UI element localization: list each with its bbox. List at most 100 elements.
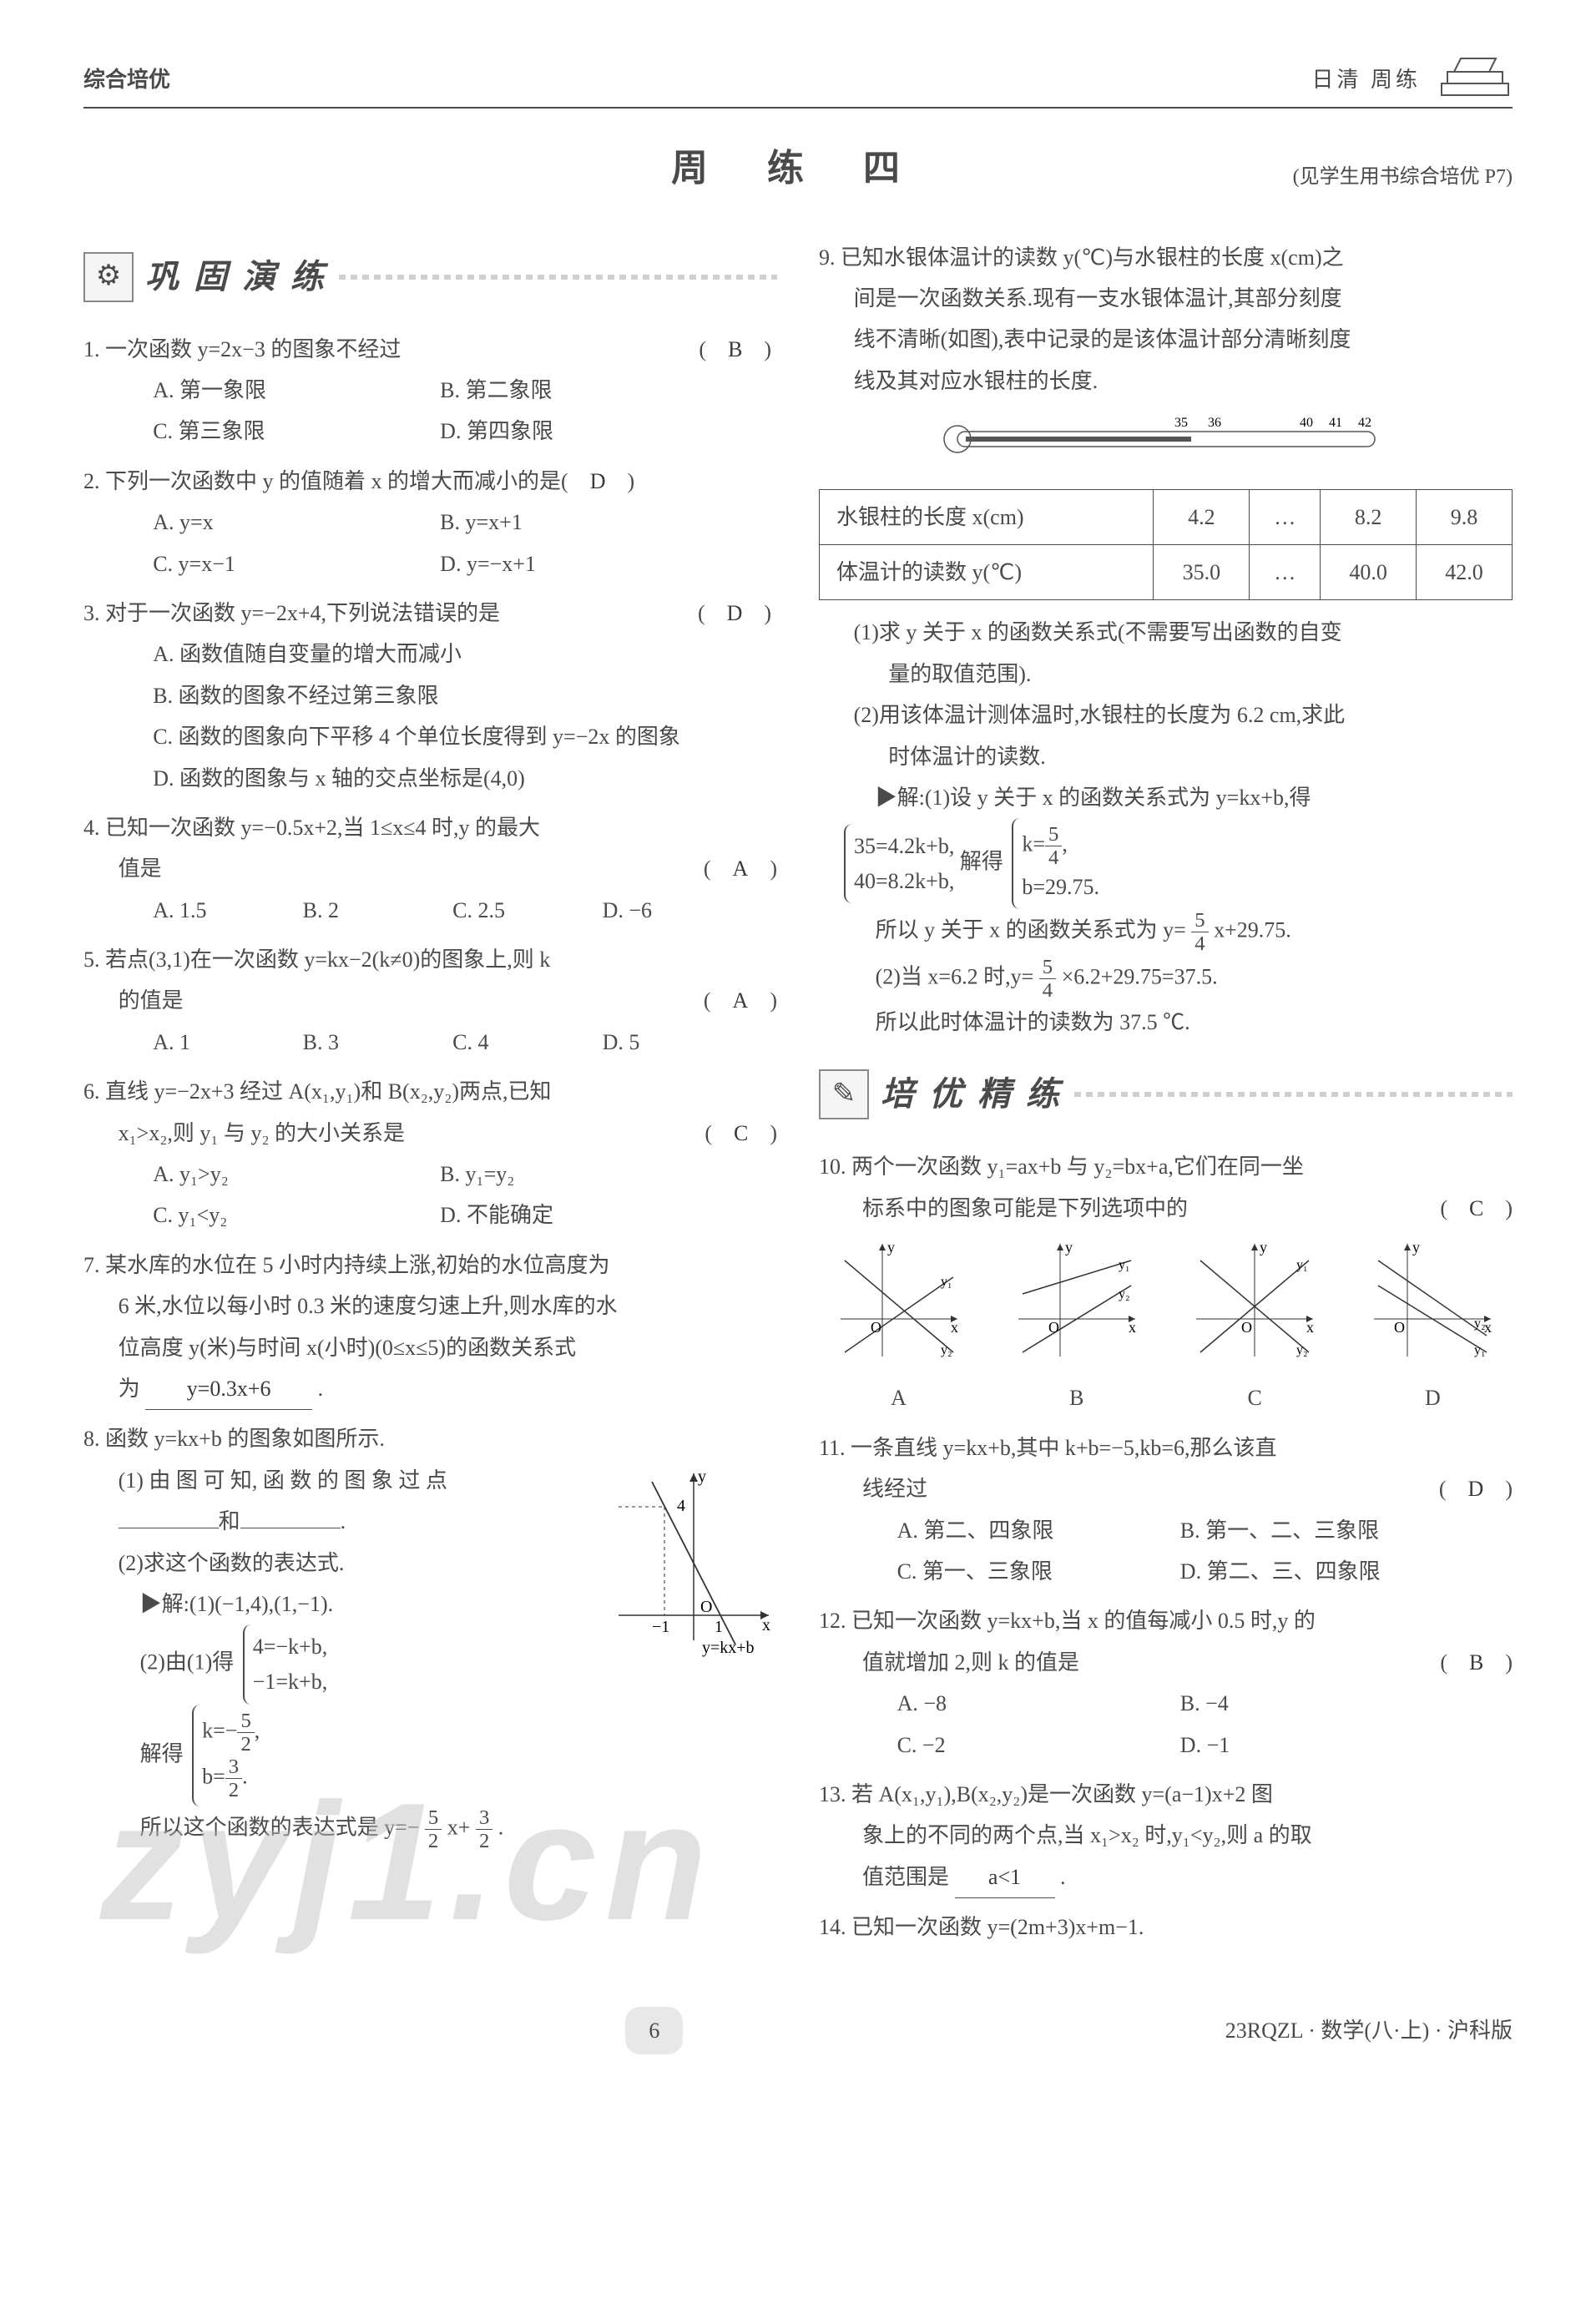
q10-graphs: yx O y₁y₂ A yx O y₁y₂ B [819, 1235, 1513, 1419]
q9-sol-lead: ▶解:(1)设 y 关于 x 的函数关系式为 y=kx+b,得 [819, 777, 1513, 818]
page-ref: (见学生用书综合培优 P7) [1293, 159, 1513, 197]
q9-sol-eq: 35=4.2k+b, 40=8.2k+b, 解得 k=54, b=29.75. [819, 818, 1513, 909]
q12-opt-c: C. −2 [897, 1725, 1180, 1766]
svg-text:O: O [1241, 1319, 1252, 1336]
header-left-label: 综合培优 [83, 59, 170, 100]
svg-text:y₂: y₂ [1296, 1343, 1308, 1357]
q4-opt-d: D. −6 [603, 890, 752, 931]
q6-stem-2: x₁>x₂,则 y₁ 与 y₂ 的大小关系是 ( C ) [83, 1113, 777, 1154]
q2-opt-d: D. y=−x+1 [440, 543, 727, 584]
q1-answer: B [728, 337, 742, 361]
q8-stem: 8. 函数 y=kx+b 的图象如图所示. [83, 1418, 777, 1459]
svg-text:36: 36 [1208, 416, 1221, 430]
q1-opt-a: A. 第一象限 [153, 370, 440, 411]
svg-text:y₁: y₁ [941, 1275, 952, 1289]
q12-answer: B [1469, 1650, 1483, 1675]
q2-opt-b: B. y=x+1 [440, 502, 727, 543]
q10-answer: C [1469, 1196, 1483, 1220]
footer-code: 23RQZL · 数学(八·上) · 沪科版 [1225, 2010, 1513, 2051]
q2-stem: 2. 下列一次函数中 y 的值随着 x 的增大而减小的是( D ) [83, 461, 777, 502]
q9-line1: 9. 已知水银体温计的读数 y(℃)与水银柱的长度 x(cm)之 [819, 237, 1513, 278]
q1-opt-d: D. 第四象限 [440, 411, 727, 452]
q6-opt-d: D. 不能确定 [440, 1195, 727, 1235]
q7-line3: 位高度 y(米)与时间 x(小时)(0≤x≤5)的函数关系式 [83, 1327, 777, 1368]
svg-text:35: 35 [1174, 416, 1188, 430]
svg-text:42: 42 [1358, 416, 1371, 430]
svg-text:y=kx+b: y=kx+b [702, 1639, 755, 1657]
q6-opt-b: B. y₁=y₂ [440, 1154, 727, 1195]
svg-text:x: x [1306, 1319, 1314, 1336]
q6-answer: C [734, 1121, 748, 1145]
q12-opt-a: A. −8 [897, 1683, 1180, 1724]
q3-opt-b: B. 函数的图象不经过第三象限 [153, 675, 777, 716]
q6-opt-c: C. y₁<y₂ [153, 1195, 440, 1235]
q4-opt-b: B. 2 [303, 890, 452, 931]
svg-text:40: 40 [1300, 416, 1313, 430]
q9-line4: 线及其对应水银柱的长度. [819, 361, 1513, 402]
q9-sol-res1: 所以 y 关于 x 的函数关系式为 y= 54 x+29.75. [819, 909, 1513, 955]
svg-text:y₂: y₂ [941, 1343, 952, 1357]
thermometer-icon: 35 36 40 41 42 [819, 408, 1513, 480]
svg-text:1: 1 [715, 1618, 723, 1636]
q7-line2: 6 米,水位以每小时 0.3 米的速度匀速上升,则水库的水 [83, 1286, 777, 1326]
section-1-title: 巩 固 演 练 [145, 245, 327, 309]
q8-graph: y x 4 −1 1 O y=kx+b [602, 1465, 777, 1657]
svg-text:y₁: y₁ [1296, 1258, 1308, 1272]
svg-text:y₁: y₁ [1474, 1343, 1486, 1357]
svg-text:x: x [1129, 1319, 1136, 1336]
q5-stem-2: 的值是 ( A ) [83, 980, 777, 1021]
q13-line2: 象上的不同的两个点,当 x₁>x₂ 时,y₁<y₂,则 a 的取 [819, 1815, 1513, 1856]
q1-stem: 1. 一次函数 y=2x−3 的图象不经过 ( B ) [83, 329, 777, 370]
q9-p2b: 时体温计的读数. [819, 736, 1513, 777]
q10-line1: 10. 两个一次函数 y₁=ax+b 与 y₂=bx+a,它们在同一坐 [819, 1146, 1513, 1187]
svg-text:O: O [1048, 1319, 1059, 1336]
q5-answer: A [733, 988, 749, 1013]
q6-opt-a: A. y₁>y₂ [153, 1154, 440, 1195]
q3-stem: 3. 对于一次函数 y=−2x+4,下列说法错误的是 ( D ) [83, 593, 777, 634]
q1-opt-c: C. 第三象限 [153, 411, 440, 452]
q6-stem-1: 6. 直线 y=−2x+3 经过 A(x₁,y₁)和 B(x₂,y₂)两点,已知 [83, 1071, 777, 1112]
q4-stem-2: 值是 ( A ) [83, 848, 777, 889]
q9-sol-2: (2)当 x=6.2 时,y= 54 ×6.2+29.75=37.5. [819, 956, 1513, 1002]
q3-answer: D [727, 601, 743, 625]
svg-text:y: y [1065, 1239, 1073, 1255]
q14-stem: 14. 已知一次函数 y=(2m+3)x+m−1. [819, 1907, 1513, 1948]
section-divider [339, 275, 777, 280]
q12-opt-d: D. −1 [1180, 1725, 1463, 1766]
q13-line1: 13. 若 A(x₁,y₁),B(x₂,y₂)是一次函数 y=(a−1)x+2 … [819, 1774, 1513, 1815]
svg-text:41: 41 [1329, 416, 1342, 430]
svg-text:4: 4 [677, 1497, 685, 1515]
section-2-title: 培 优 精 练 [881, 1063, 1063, 1126]
q7-line1: 7. 某水库的水位在 5 小时内持续上涨,初始的水位高度为 [83, 1245, 777, 1286]
rocket-icon: ✎ [819, 1069, 869, 1119]
q9-line3: 线不清晰(如图),表中记录的是该体温计部分清晰刻度 [819, 319, 1513, 360]
q11-line2: 线经过 ( D ) [819, 1468, 1513, 1509]
q12-line1: 12. 已知一次函数 y=kx+b,当 x 的值每减小 0.5 时,y 的 [819, 1600, 1513, 1641]
q12-line2: 值就增加 2,则 k 的值是 ( B ) [819, 1642, 1513, 1683]
q11-answer: D [1468, 1477, 1484, 1501]
q3-opt-d: D. 函数的图象与 x 轴的交点坐标是(4,0) [153, 758, 777, 799]
q2-opt-c: C. y=x−1 [153, 543, 440, 584]
q13-answer: a<1 [955, 1857, 1055, 1898]
q4-opt-c: C. 2.5 [452, 890, 602, 931]
q9-p2a: (2)用该体温计测体温时,水银柱的长度为 6.2 cm,求此 [819, 695, 1513, 735]
q1-opt-b: B. 第二象限 [440, 370, 727, 411]
q11-opt-c: C. 第一、三象限 [897, 1551, 1180, 1592]
svg-text:x: x [951, 1319, 958, 1336]
q4-stem-1: 4. 已知一次函数 y=−0.5x+2,当 1≤x≤4 时,y 的最大 [83, 807, 777, 848]
svg-text:y: y [887, 1239, 895, 1255]
books-icon [1437, 50, 1513, 100]
q5-stem-1: 5. 若点(3,1)在一次函数 y=kx−2(k≠0)的图象上,则 k [83, 939, 777, 980]
q9-table: 水银柱的长度 x(cm) 4.2 … 8.2 9.8 体温计的读数 y(℃) 3… [819, 489, 1513, 601]
q11-opt-b: B. 第一、二、三象限 [1180, 1510, 1463, 1551]
q3-opt-a: A. 函数值随自变量的增大而减小 [153, 634, 777, 674]
q8-sol-4: 所以这个函数的表达式是 y=− 52 x+ 32 . [83, 1806, 777, 1852]
q10-line2: 标系中的图象可能是下列选项中的 ( C ) [819, 1188, 1513, 1229]
page-number: 6 [625, 2007, 683, 2054]
q4-answer: A [733, 856, 749, 881]
svg-text:y₂: y₂ [1474, 1316, 1486, 1331]
q9-p1b: 量的取值范围). [819, 654, 1513, 695]
svg-text:y: y [1412, 1239, 1420, 1255]
svg-text:y: y [1260, 1239, 1267, 1255]
q12-opt-b: B. −4 [1180, 1683, 1463, 1724]
